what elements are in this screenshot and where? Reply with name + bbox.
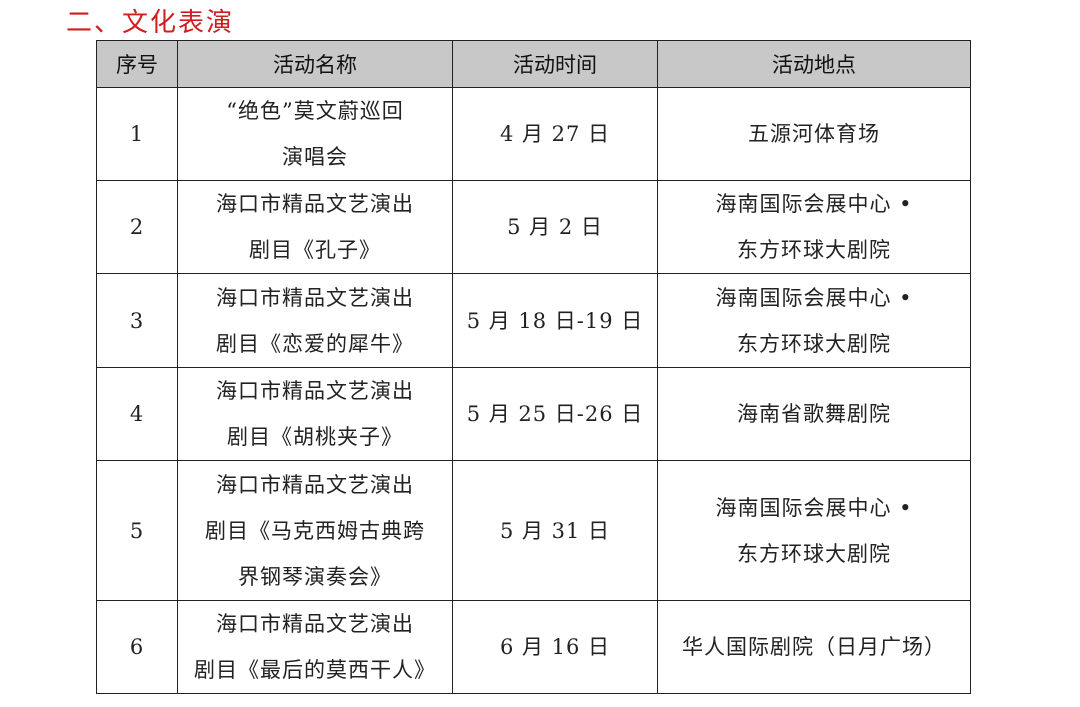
cell-place-line: 华人国际剧院（日月广场） [682, 635, 946, 659]
cell-name-line: 海口市精品文艺演出 [216, 192, 414, 216]
table-row: 2 海口市精品文艺演出 剧目《孔子》 5 月 2 日海南国际会展中心 • 东方环球大剧院 [96, 180, 971, 274]
cell-place-line: 海南省歌舞剧院 [737, 402, 891, 426]
table-row: 4 海口市精品文艺演出 剧目《胡桃夹子》 5 月 25 日-26 日海南省歌舞剧院 [96, 367, 971, 461]
cell-no: 2 [96, 180, 178, 274]
cell-no: 1 [96, 87, 178, 181]
cell-no: 6 [96, 600, 178, 694]
cell-name-line: 剧目《胡桃夹子》 [227, 425, 403, 449]
cell-place-line: 五源河体育场 [748, 122, 880, 146]
cell-place: 海南省歌舞剧院 [657, 367, 971, 461]
cell-place-line: 海南国际会展中心 • [715, 495, 913, 520]
cell-place-line: 东方环球大剧院 [737, 541, 891, 566]
header-place: 活动地点 [657, 40, 971, 88]
cell-name-line: 剧目《孔子》 [249, 238, 381, 262]
cell-time: 5 月 25 日-26 日 [452, 367, 658, 461]
table-row: 5 海口市精品文艺演出 剧目《马克西姆古典跨 界钢琴演奏会》 5 月 31 日海南国际会… [96, 460, 971, 601]
cell-place: 海南国际会展中心 • 东方环球大剧院 [657, 273, 971, 368]
events-table: 序号 活动名称 活动时间 活动地点 1 “绝色”莫文蔚巡回 演唱会 4 月 27 日五… [96, 40, 971, 694]
cell-time: 5 月 18 日-19 日 [452, 273, 658, 368]
cell-name-line: 演唱会 [282, 145, 348, 169]
header-no: 序号 [96, 40, 178, 88]
cell-name-line: 剧目《恋爱的犀牛》 [216, 331, 414, 356]
section-title: 二、文化表演 [66, 8, 235, 38]
cell-place: 华人国际剧院（日月广场） [657, 600, 971, 694]
cell-no: 3 [96, 273, 178, 368]
cell-time: 4 月 27 日 [452, 87, 658, 181]
header-name: 活动名称 [177, 40, 453, 88]
cell-place: 五源河体育场 [657, 87, 971, 181]
cell-place-line: 海南国际会展中心 • [715, 285, 913, 310]
cell-place: 海南国际会展中心 • 东方环球大剧院 [657, 180, 971, 274]
table-row: 6 海口市精品文艺演出 剧目《最后的莫西干人》 6 月 16 日华人国际剧院（日月广场… [96, 600, 971, 694]
cell-name: “绝色”莫文蔚巡回 演唱会 [177, 87, 453, 181]
cell-name-line: 剧目《马克西姆古典跨 [205, 518, 425, 543]
cell-name: 海口市精品文艺演出 剧目《马克西姆古典跨 界钢琴演奏会》 [177, 460, 453, 601]
cell-no: 5 [96, 460, 178, 601]
table-header-row: 序号 活动名称 活动时间 活动地点 [96, 40, 971, 88]
cell-time: 6 月 16 日 [452, 600, 658, 694]
cell-time: 5 月 2 日 [452, 180, 658, 274]
cell-time: 5 月 31 日 [452, 460, 658, 601]
cell-name-line: 界钢琴演奏会》 [238, 564, 392, 589]
cell-name-line: 海口市精品文艺演出 [216, 612, 414, 636]
cell-place: 海南国际会展中心 • 东方环球大剧院 [657, 460, 971, 601]
table-row: 3 海口市精品文艺演出 剧目《恋爱的犀牛》 5 月 18 日-19 日海南国际会展中心… [96, 273, 971, 368]
cell-name-line: “绝色”莫文蔚巡回 [226, 99, 404, 123]
cell-place-line: 东方环球大剧院 [737, 331, 891, 356]
cell-place-line: 东方环球大剧院 [737, 238, 891, 262]
cell-name-line: 海口市精品文艺演出 [216, 379, 414, 403]
cell-name: 海口市精品文艺演出 剧目《恋爱的犀牛》 [177, 273, 453, 368]
cell-no: 4 [96, 367, 178, 461]
cell-name-line: 剧目《最后的莫西干人》 [194, 658, 436, 682]
table-row: 1 “绝色”莫文蔚巡回 演唱会 4 月 27 日五源河体育场 [96, 87, 971, 181]
cell-place-line: 海南国际会展中心 • [715, 192, 913, 216]
header-time: 活动时间 [452, 40, 658, 88]
cell-name-line: 海口市精品文艺演出 [216, 285, 414, 310]
cell-name-line: 海口市精品文艺演出 [216, 472, 414, 497]
cell-name: 海口市精品文艺演出 剧目《孔子》 [177, 180, 453, 274]
cell-name: 海口市精品文艺演出 剧目《胡桃夹子》 [177, 367, 453, 461]
cell-name: 海口市精品文艺演出 剧目《最后的莫西干人》 [177, 600, 453, 694]
